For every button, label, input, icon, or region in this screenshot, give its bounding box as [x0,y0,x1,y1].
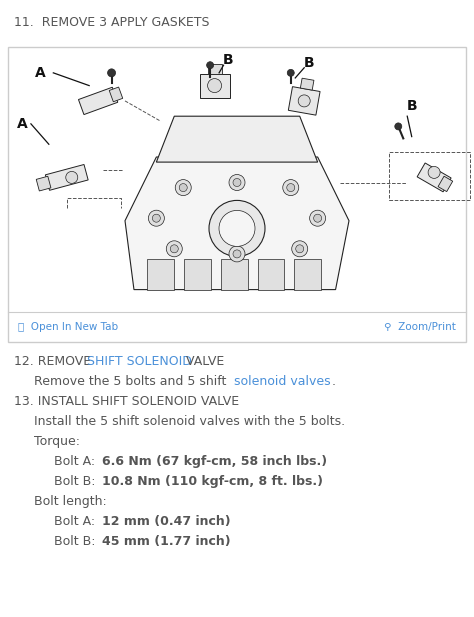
Circle shape [395,123,402,130]
Polygon shape [184,259,211,289]
Polygon shape [147,259,174,289]
Circle shape [170,245,178,253]
Circle shape [179,184,187,192]
Text: Bolt A:: Bolt A: [54,515,99,528]
Text: solenoid valves: solenoid valves [234,375,331,388]
Circle shape [108,69,116,77]
Bar [438,176,453,192]
Text: Bolt A:: Bolt A: [54,455,99,468]
Circle shape [233,178,241,186]
Text: SHIFT SOLENOID: SHIFT SOLENOID [87,355,192,368]
Circle shape [310,210,326,226]
Text: 45 mm (1.77 inch): 45 mm (1.77 inch) [102,535,231,548]
Circle shape [148,210,164,226]
Circle shape [229,246,245,262]
Text: ⚲  Zoom/Print: ⚲ Zoom/Print [384,322,456,332]
Text: 6.6 Nm (67 kgf-cm, 58 inch lbs.): 6.6 Nm (67 kgf-cm, 58 inch lbs.) [102,455,327,468]
Text: Remove the 5 bolts and 5 shift: Remove the 5 bolts and 5 shift [34,375,230,388]
Bar [288,86,320,115]
Bar [417,163,451,192]
Circle shape [428,167,440,178]
Circle shape [219,210,255,246]
Circle shape [209,201,265,257]
Text: ⎙  Open In New Tab: ⎙ Open In New Tab [18,322,118,332]
Circle shape [229,175,245,191]
Circle shape [283,180,299,196]
Circle shape [287,184,295,192]
Text: 11.  REMOVE 3 APPLY GASKETS: 11. REMOVE 3 APPLY GASKETS [14,16,210,29]
Circle shape [296,245,304,253]
Text: VALVE: VALVE [182,355,224,368]
Bar [46,165,88,190]
Text: Bolt B:: Bolt B: [54,535,100,548]
Text: .: . [332,375,336,388]
Bar [36,176,51,191]
Bar [208,64,222,73]
Circle shape [208,78,222,93]
Circle shape [292,241,308,257]
Polygon shape [221,259,248,289]
Polygon shape [125,157,349,289]
Text: 12. REMOVE: 12. REMOVE [14,355,95,368]
Bar [109,87,123,102]
Text: Bolt length:: Bolt length: [34,495,107,508]
Circle shape [287,69,294,77]
Text: 13. INSTALL SHIFT SOLENOID VALVE: 13. INSTALL SHIFT SOLENOID VALVE [14,395,239,408]
Bar [200,73,229,97]
Circle shape [207,62,214,68]
Text: Torque:: Torque: [34,435,80,448]
Circle shape [298,95,310,107]
Bar [79,87,118,115]
Bar [301,78,314,90]
Text: 12 mm (0.47 inch): 12 mm (0.47 inch) [102,515,231,528]
Text: 10.8 Nm (110 kgf-cm, 8 ft. lbs.): 10.8 Nm (110 kgf-cm, 8 ft. lbs.) [102,475,323,488]
Circle shape [233,250,241,258]
Text: Install the 5 shift solenoid valves with the 5 bolts.: Install the 5 shift solenoid valves with… [34,415,345,428]
Circle shape [166,241,182,257]
Text: B: B [223,53,233,67]
Text: Bolt B:: Bolt B: [54,475,100,488]
Circle shape [314,214,322,222]
Circle shape [66,172,78,183]
Bar [8,47,466,342]
Circle shape [175,180,191,196]
Text: B: B [406,99,417,113]
Polygon shape [257,259,284,289]
Text: A: A [17,117,27,131]
Polygon shape [156,116,318,162]
Text: A: A [35,66,45,80]
Text: B: B [303,56,314,70]
Circle shape [152,214,160,222]
Polygon shape [294,259,321,289]
